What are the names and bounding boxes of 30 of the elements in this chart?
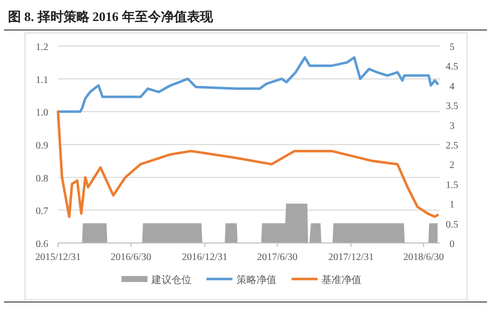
y2-tick-label: 1.5 <box>446 180 458 191</box>
y2-tick-label: 2.5 <box>446 140 458 152</box>
y2-tick-label: 4 <box>450 81 454 92</box>
y2-tick-label: 3.5 <box>446 101 458 112</box>
x-tick-label: 2017/6/30 <box>256 252 298 263</box>
line-series <box>56 110 439 218</box>
y2-tick-label: 0 <box>450 239 454 250</box>
y-tick-label: 1.2 <box>36 42 48 53</box>
y2-tick-label: 2 <box>450 160 454 172</box>
y-tick-label: 1.0 <box>36 108 48 119</box>
y2-tick-label: 3 <box>450 120 454 132</box>
y2-tick-label: 5 <box>450 42 454 53</box>
y2-tick-label: 1 <box>450 200 454 211</box>
y2-tick-label: 4.5 <box>446 62 458 73</box>
legend-label: 建议仓位 <box>150 274 192 286</box>
x-tick-label: 2017/12/31 <box>328 252 374 263</box>
x-tick-label: 2018/6/30 <box>403 252 444 263</box>
x-tick-label: 2015/12/31 <box>35 252 81 263</box>
x-tick-label: 2016/12/31 <box>182 252 228 263</box>
y-tick-label: 0.7 <box>36 206 48 218</box>
y-tick-label: 0.9 <box>36 140 48 152</box>
legend-label: 策略净值 <box>236 274 276 286</box>
y-tick-label: 0.8 <box>36 173 48 184</box>
line-series <box>56 56 439 113</box>
chart-title: 图 8. 择时策略 2016 年至今净值表现 <box>8 9 214 24</box>
legend-label: 基准净值 <box>322 274 362 286</box>
y-tick-label: 1.1 <box>36 74 48 86</box>
y-tick-label: 0.6 <box>36 239 48 250</box>
y2-tick-label: 0.5 <box>446 219 458 230</box>
x-tick-label: 2016/6/30 <box>110 252 152 263</box>
